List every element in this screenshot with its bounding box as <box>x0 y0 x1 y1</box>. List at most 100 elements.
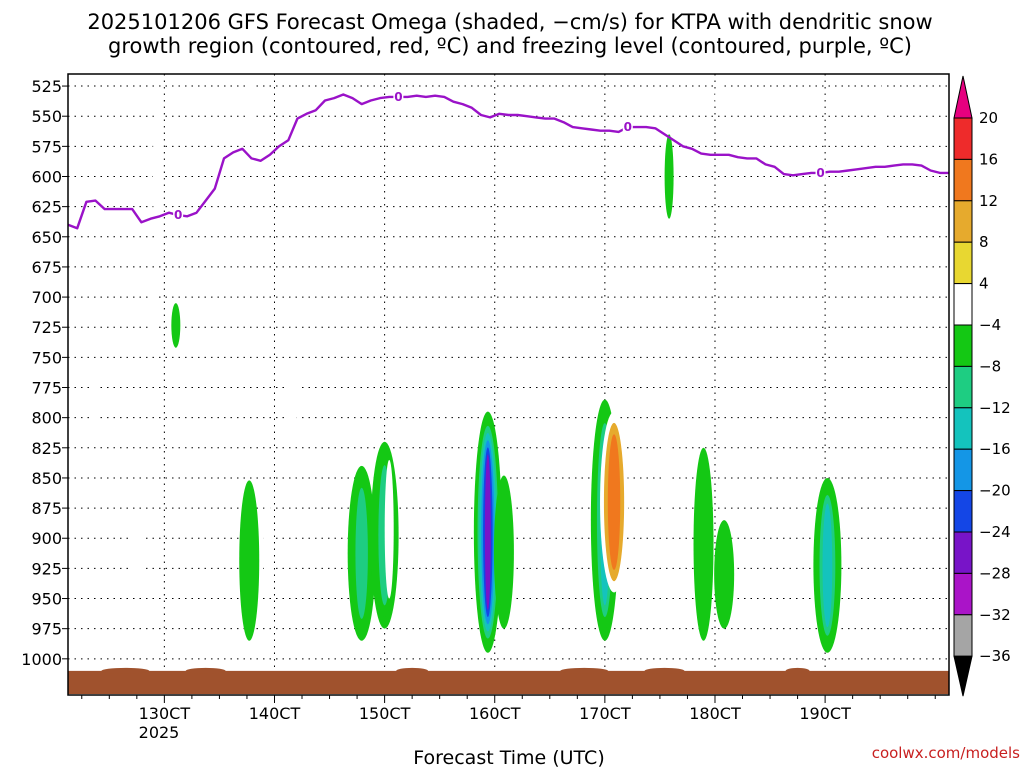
omega-feature-22 <box>875 82 885 261</box>
colorbar-swatch-6 <box>953 324 973 367</box>
omega-shade-21-3 <box>822 503 833 628</box>
colorbar-swatch-4 <box>953 241 973 285</box>
x-tick-label-160CT: 160CT <box>469 704 521 723</box>
x-tick-label-130CT: 130CT <box>139 704 191 723</box>
omega-shade-5-0 <box>247 80 257 147</box>
x-tick-label-170CT: 170CT <box>579 704 631 723</box>
y-tick-label-575: 575 <box>31 137 62 156</box>
omega-feature-5 <box>247 80 257 147</box>
colorbar-swatch-3 <box>953 200 973 243</box>
surface-band <box>68 667 949 694</box>
y-tick-label-875: 875 <box>31 499 62 518</box>
surface-bump-5 <box>785 667 810 674</box>
omega-feature-10 <box>370 441 399 629</box>
colorbar-label-3: 8 <box>979 233 989 251</box>
y-tick-label-950: 950 <box>31 590 62 609</box>
omega-shade-18-1 <box>697 464 710 625</box>
x-axis: 130CT 140CT 150CT 160CT 170CT 180CT 190CT <box>81 695 936 723</box>
y-tick-label-600: 600 <box>31 167 62 186</box>
colorbar-swatch-9 <box>953 448 973 492</box>
omega-shade-7-0 <box>263 492 273 593</box>
omega-feature-11 <box>384 459 394 599</box>
omega-shade-16-0 <box>664 134 674 219</box>
colorbar-label-12: −32 <box>979 606 1011 624</box>
colorbar-label-6: −8 <box>979 357 1001 375</box>
surface-bump-2 <box>396 667 429 674</box>
colorbar-label-2: 12 <box>979 192 998 210</box>
colorbar-swatch-13 <box>953 614 973 657</box>
colorbar-label-8: −16 <box>979 440 1011 458</box>
colorbar-label-4: 4 <box>979 275 989 293</box>
omega-shade-3-0 <box>152 80 162 261</box>
y-tick-label-825: 825 <box>31 439 62 458</box>
omega-shade-12-6 <box>484 454 491 610</box>
colorbar-swatch-5 <box>953 283 973 326</box>
freezing-level-line <box>67 93 949 230</box>
omega-feature-7 <box>263 492 273 593</box>
surface-bump-0 <box>101 667 150 674</box>
omega-feature-12 <box>473 411 502 653</box>
omega-shade-19-1 <box>718 529 731 620</box>
surface-bump-1 <box>185 667 226 674</box>
y-tick-label-525: 525 <box>31 77 62 96</box>
omega-feature-15 <box>600 411 629 593</box>
freezing-label-bg-1 <box>393 88 404 104</box>
y-axis: 525 550 575 600 625 650 675 700 725 750 775 800 825 8… <box>21 77 68 669</box>
omega-feature-2 <box>148 278 158 340</box>
omega-feature-9 <box>347 465 376 641</box>
omega-feature-1 <box>132 509 142 600</box>
plot-frame <box>67 73 950 696</box>
y-tick-label-900: 900 <box>31 529 62 548</box>
freezing-label-bg-0 <box>173 207 184 223</box>
omega-shade-15-2 <box>607 434 621 570</box>
omega-feature-16 <box>664 134 674 219</box>
y-tick-label-750: 750 <box>31 348 62 367</box>
omega-shade-9-2 <box>355 487 368 619</box>
freezing-level-label-0: 0 <box>174 208 182 222</box>
colorbar-swatch-11 <box>953 531 973 574</box>
colorbar-label-9: −20 <box>979 482 1011 500</box>
omega-shade-17-0 <box>662 435 672 527</box>
y-tick-label-925: 925 <box>31 559 62 578</box>
y-tick-label-625: 625 <box>31 198 62 217</box>
omega-feature-18 <box>693 447 714 641</box>
freezing-label-bg-3 <box>815 164 826 180</box>
y-tick-label-800: 800 <box>31 409 62 428</box>
y-tick-label-550: 550 <box>31 107 62 126</box>
colorbar-swatch-10 <box>953 490 973 533</box>
omega-shade-1-0 <box>132 509 142 600</box>
omega-shade-6-1 <box>243 494 256 627</box>
y-tick-label-725: 725 <box>31 318 62 337</box>
omega-feature-20 <box>715 80 725 114</box>
colorbar-label-13: −36 <box>979 647 1011 665</box>
freezing-level-label-1: 0 <box>394 90 402 104</box>
colorbar-top-arrow <box>953 75 973 119</box>
colorbar-label-1: 16 <box>979 150 998 168</box>
colorbar-label-5: −4 <box>979 316 1001 334</box>
freezing-label-bg-2 <box>622 119 633 135</box>
omega-feature-6 <box>239 480 260 641</box>
omega-shade-20-0 <box>715 80 725 114</box>
freezing-level-label-3: 0 <box>816 166 824 180</box>
x-axis-year-label: 2025 <box>139 723 180 742</box>
omega-shade-13-1 <box>497 488 511 616</box>
omega-feature-4 <box>171 303 181 348</box>
omega-shade-22-0 <box>875 82 885 261</box>
omega-feature-0 <box>91 375 101 428</box>
x-tick-label-190CT: 190CT <box>799 704 851 723</box>
omega-feature-8 <box>288 351 298 442</box>
omega-feature-17 <box>662 435 672 527</box>
colorbar-swatch-8 <box>953 407 973 450</box>
credit-text: coolwx.com/models <box>872 744 1020 762</box>
x-tick-label-180CT: 180CT <box>689 704 741 723</box>
x-tick-label-140CT: 140CT <box>249 704 301 723</box>
y-tick-label-1000: 1000 <box>21 650 62 669</box>
omega-feature-19 <box>714 520 735 629</box>
omega-shade-4-0 <box>171 303 181 348</box>
x-tick-label-150CT: 150CT <box>359 704 411 723</box>
chart-title-line-1: 2025101206 GFS Forecast Omega (shaded, −… <box>87 10 932 34</box>
omega-shading <box>91 80 885 653</box>
freezing-level-label-2: 0 <box>624 120 632 134</box>
omega-shade-0-0 <box>91 375 101 428</box>
